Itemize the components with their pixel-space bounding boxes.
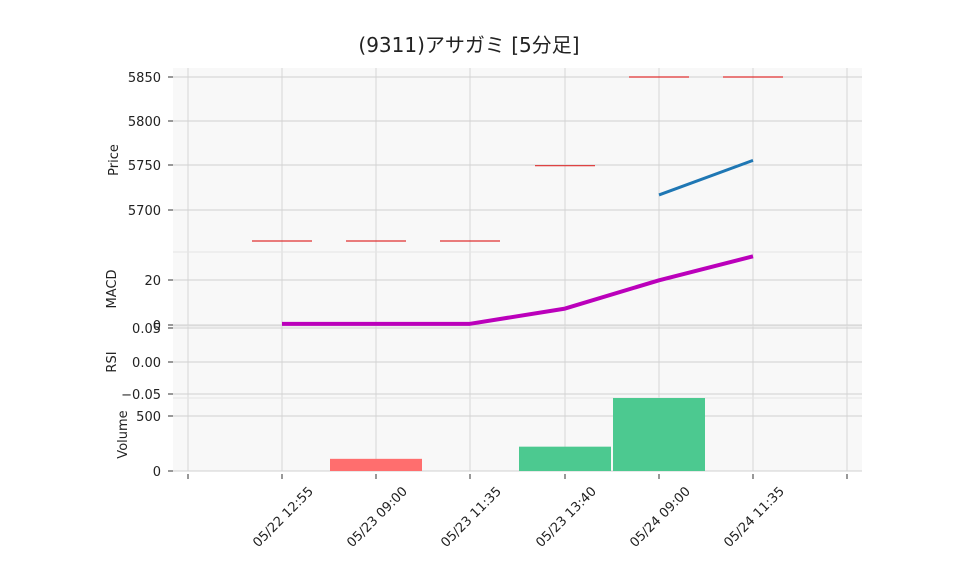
xtick-label: 05/22 12:55: [250, 484, 317, 551]
macd-panel-bg: [173, 252, 862, 326]
volume-ytick-label: 0: [153, 465, 161, 480]
xtick-label: 05/23 11:35: [438, 484, 505, 551]
rsi-ytick-label: 0.05: [132, 322, 161, 337]
price-ytick-label: 5850: [128, 71, 161, 86]
volume-ylabel: Volume: [116, 410, 131, 458]
macd-ytick-label: 20: [144, 274, 161, 289]
macd-line: [282, 254, 754, 326]
price-line: [658, 158, 754, 197]
chart-title: (9311)アサガミ [5分足]: [358, 33, 579, 57]
volume-bar: [330, 458, 422, 471]
rsi-ylabel: RSI: [105, 351, 120, 372]
volume-ytick-label: 500: [136, 410, 161, 425]
price-panel-bg: [173, 68, 862, 252]
price-ytick-label: 5800: [128, 115, 161, 130]
rsi-ytick-label: −0.05: [121, 388, 161, 403]
macd-ylabel: MACD: [105, 270, 120, 309]
volume-panel-bg: [173, 398, 862, 471]
volume-bar: [613, 398, 705, 471]
xtick-label: 05/24 11:35: [721, 484, 788, 551]
rsi-ytick-label: 0.00: [132, 356, 161, 371]
price-ylabel: Price: [107, 144, 122, 176]
xtick-label: 05/23 09:00: [344, 484, 411, 551]
volume-bar: [519, 446, 611, 471]
macd-ytick-label: 0: [153, 319, 161, 334]
price-ytick-label: 5700: [128, 204, 161, 219]
xtick-label: 05/24 09:00: [627, 484, 694, 551]
xtick-label: 05/23 13:40: [533, 484, 600, 551]
price-ytick-label: 5750: [128, 159, 161, 174]
